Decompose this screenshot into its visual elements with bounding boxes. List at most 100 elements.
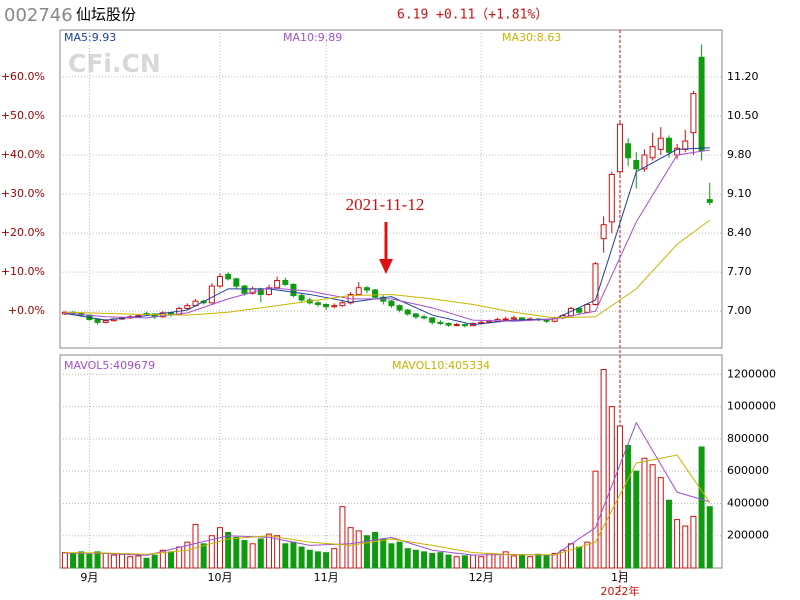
- candle-body: [445, 322, 452, 326]
- volume-bar: [86, 553, 93, 569]
- candle-body: [298, 295, 305, 301]
- volume-tick-label: 600000: [727, 464, 769, 477]
- volume-bar: [70, 552, 77, 569]
- volume-bar: [339, 506, 346, 569]
- volume-bar: [404, 548, 411, 569]
- volume-bar: [306, 549, 313, 569]
- volume-bar: [453, 556, 460, 569]
- legend-entry: MAVOL5:409679: [64, 359, 155, 372]
- volume-bar: [159, 549, 166, 569]
- candle-body: [412, 313, 419, 318]
- volume-bar: [249, 543, 256, 569]
- volume-bar: [184, 541, 191, 569]
- arrow-head: [379, 259, 393, 274]
- volume-bar: [478, 556, 485, 569]
- candle-body: [698, 56, 705, 152]
- candle-body: [233, 278, 240, 287]
- candle-body: [616, 123, 623, 173]
- volume-bar: [282, 543, 289, 569]
- y-tick-label: 7.00: [727, 304, 752, 317]
- y2-tick-label: +10.0%: [1, 265, 45, 278]
- volume-bar: [600, 369, 607, 569]
- volume-bar: [94, 551, 101, 569]
- candle-body: [429, 317, 436, 323]
- candle-body: [657, 137, 664, 150]
- candle-body: [576, 307, 583, 313]
- volume-bar: [151, 554, 158, 569]
- volume-bar: [657, 477, 664, 569]
- volume-bar: [314, 551, 321, 569]
- volume-bar: [608, 406, 615, 569]
- volume-bar: [486, 552, 493, 569]
- y-tick-label: 7.70: [727, 265, 752, 278]
- volume-bar: [78, 551, 85, 569]
- volume-bar: [502, 551, 509, 569]
- ma-line: [64, 454, 711, 556]
- volume-bar: [625, 444, 632, 569]
- volume-bar: [649, 464, 656, 569]
- candle-body: [706, 199, 713, 203]
- legend-entry: MA5:9.93: [64, 31, 116, 44]
- volume-bar: [527, 556, 534, 569]
- x-tick-label: 10月: [207, 571, 232, 584]
- volume-bar: [372, 532, 379, 569]
- candle-body: [355, 287, 362, 295]
- volume-bar: [461, 555, 468, 569]
- y2-tick-label: +50.0%: [1, 109, 45, 122]
- x-tick-label: 11月: [314, 571, 339, 584]
- volume-bar: [551, 552, 558, 569]
- legend-entry: MA10:9.89: [283, 31, 342, 44]
- y2-tick-label: +40.0%: [1, 148, 45, 161]
- volume-bar: [592, 470, 599, 569]
- volume-bar: [584, 541, 591, 569]
- x-tick-label: 12月: [469, 571, 494, 584]
- ma-line: [64, 219, 711, 319]
- volume-bar: [233, 536, 240, 569]
- candle-body: [314, 302, 321, 305]
- legend-entry: MAVOL10:405334: [392, 359, 490, 372]
- volume-tick-label: 1000000: [727, 400, 776, 413]
- volume-bar: [216, 527, 223, 569]
- candle-body: [633, 160, 640, 170]
- stock-name: 仙坛股份: [76, 6, 136, 24]
- volume-bar: [225, 532, 232, 569]
- volume-bar: [274, 535, 281, 569]
- volume-bar: [576, 546, 583, 569]
- volume-bar: [102, 552, 109, 569]
- candle-body: [208, 285, 215, 304]
- watermark: CFi.CN: [68, 49, 161, 78]
- candle-body: [339, 302, 346, 307]
- volume-bar: [412, 549, 419, 569]
- volume-bar: [110, 554, 117, 569]
- volume-bar: [143, 557, 150, 569]
- volume-bar: [698, 446, 705, 569]
- candle-body: [94, 319, 101, 323]
- volume-bar: [176, 546, 183, 569]
- candle-body: [323, 303, 330, 308]
- volume-tick-label: 400000: [727, 496, 769, 509]
- volume-bar: [127, 556, 134, 569]
- candle-body: [184, 305, 191, 309]
- candle-body: [421, 316, 428, 319]
- volume-bar: [690, 515, 697, 569]
- volume-bar: [265, 533, 272, 569]
- volume-bar: [633, 470, 640, 569]
- candle-body: [682, 140, 689, 150]
- volume-bar: [535, 553, 542, 569]
- volume-tick-label: 1200000: [727, 367, 776, 380]
- volume-tick-label: 200000: [727, 529, 769, 542]
- y-tick-label: 9.10: [727, 187, 752, 200]
- volume-bar: [208, 535, 215, 569]
- annotation: 2021-11-12: [346, 195, 425, 214]
- y-tick-label: 9.80: [727, 148, 752, 161]
- volume-bar: [470, 554, 477, 569]
- candle-body: [641, 154, 648, 170]
- x-tick-label: 9月: [80, 571, 98, 584]
- candle-body: [437, 321, 444, 324]
- volume-bar: [323, 552, 330, 569]
- volume-bar: [200, 543, 207, 569]
- volume-bar: [665, 499, 672, 569]
- candle-body: [216, 276, 223, 287]
- volume-bar: [445, 554, 452, 569]
- volume-bar: [298, 546, 305, 569]
